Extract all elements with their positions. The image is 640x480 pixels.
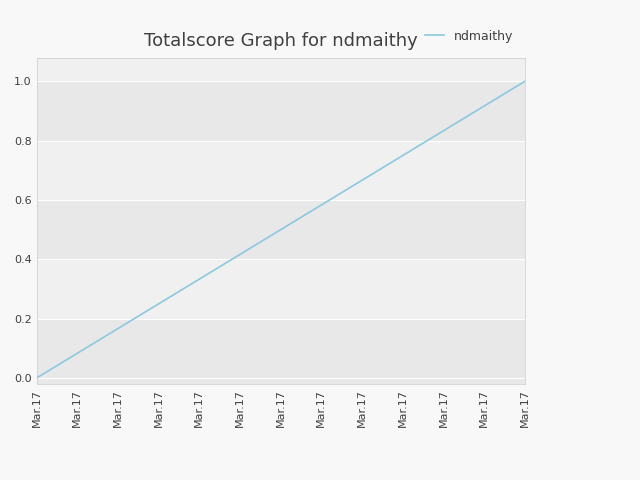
ndmaithy xyxy=(322,200,330,205)
ndmaithy xyxy=(35,374,42,380)
Line: ndmaithy: ndmaithy xyxy=(36,81,525,378)
Bar xyxy=(36,58,525,81)
Bar xyxy=(36,259,525,319)
ndmaithy xyxy=(444,125,452,131)
Bar xyxy=(36,200,525,259)
Bar xyxy=(36,81,525,141)
Legend: ndmaithy: ndmaithy xyxy=(420,24,518,48)
ndmaithy xyxy=(33,375,40,381)
Bar xyxy=(36,141,525,200)
ndmaithy xyxy=(521,78,529,84)
ndmaithy xyxy=(323,199,331,204)
Bar xyxy=(36,319,525,384)
Title: Totalscore Graph for ndmaithy: Totalscore Graph for ndmaithy xyxy=(144,33,417,50)
ndmaithy xyxy=(476,106,483,112)
ndmaithy xyxy=(332,193,339,199)
